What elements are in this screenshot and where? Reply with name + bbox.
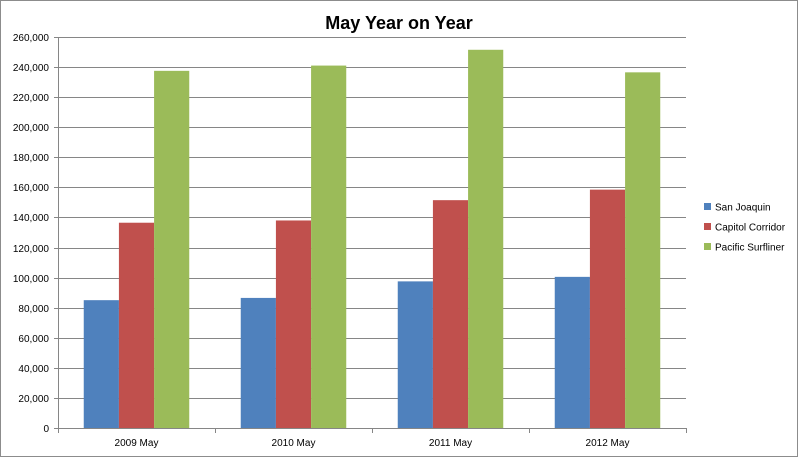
bar-pacific-surfliner: [154, 70, 190, 428]
y-tick-label: 140,000: [13, 213, 50, 224]
y-tick-label: 220,000: [13, 93, 50, 104]
y-tick-label: 180,000: [13, 153, 50, 164]
y-tick-label: 0: [43, 424, 49, 435]
y-tick-label: 20,000: [18, 394, 49, 405]
bars: [83, 49, 661, 429]
legend-swatch: [704, 203, 711, 210]
bar-capitol-corridor: [118, 222, 155, 428]
y-tick-label: 60,000: [18, 334, 49, 345]
bar-san-joaquin: [554, 276, 590, 428]
x-axis-tick-labels: 2009 May 2010 May 2011 May 2012 May: [115, 438, 630, 449]
y-tick-label: 240,000: [13, 63, 50, 74]
y-tick-label: 200,000: [13, 123, 50, 134]
y-tick-label: 120,000: [13, 244, 50, 255]
y-tick-label: 80,000: [18, 304, 49, 315]
legend-label: Capitol Corridor: [715, 223, 786, 234]
x-tick-label: 2010 May: [272, 438, 316, 449]
y-tick-label: 100,000: [13, 274, 50, 285]
x-tick-label: 2009 May: [115, 438, 159, 449]
legend-swatch: [704, 243, 711, 250]
y-axis-tick-labels: 0 20,000 40,000 60,000 80,000 100,000 120,000 1…: [13, 33, 50, 435]
bar-san-joaquin: [240, 297, 276, 428]
y-tick-label: 160,000: [13, 183, 50, 194]
x-tick-label: 2012 May: [586, 438, 630, 449]
x-tick-label: 2011 May: [429, 438, 472, 449]
bar-capitol-corridor: [589, 189, 626, 428]
bar-san-joaquin: [397, 281, 433, 428]
chart-title: May Year on Year: [325, 13, 472, 33]
legend-label: San Joaquin: [715, 203, 771, 214]
bar-capitol-corridor: [432, 200, 469, 428]
bar-pacific-surfliner: [311, 65, 347, 429]
axes: [58, 37, 687, 433]
bar-pacific-surfliner: [625, 72, 661, 428]
bar-capitol-corridor: [275, 220, 312, 428]
bar-pacific-surfliner: [468, 49, 504, 429]
legend: San Joaquin Capitol Corridor Pacific Surfl…: [704, 203, 786, 254]
legend-label: Pacific Surfliner: [715, 243, 785, 254]
bar-san-joaquin: [83, 300, 119, 428]
y-tick-label: 260,000: [13, 33, 50, 44]
legend-swatch: [704, 223, 711, 230]
y-tick-label: 40,000: [18, 364, 49, 375]
